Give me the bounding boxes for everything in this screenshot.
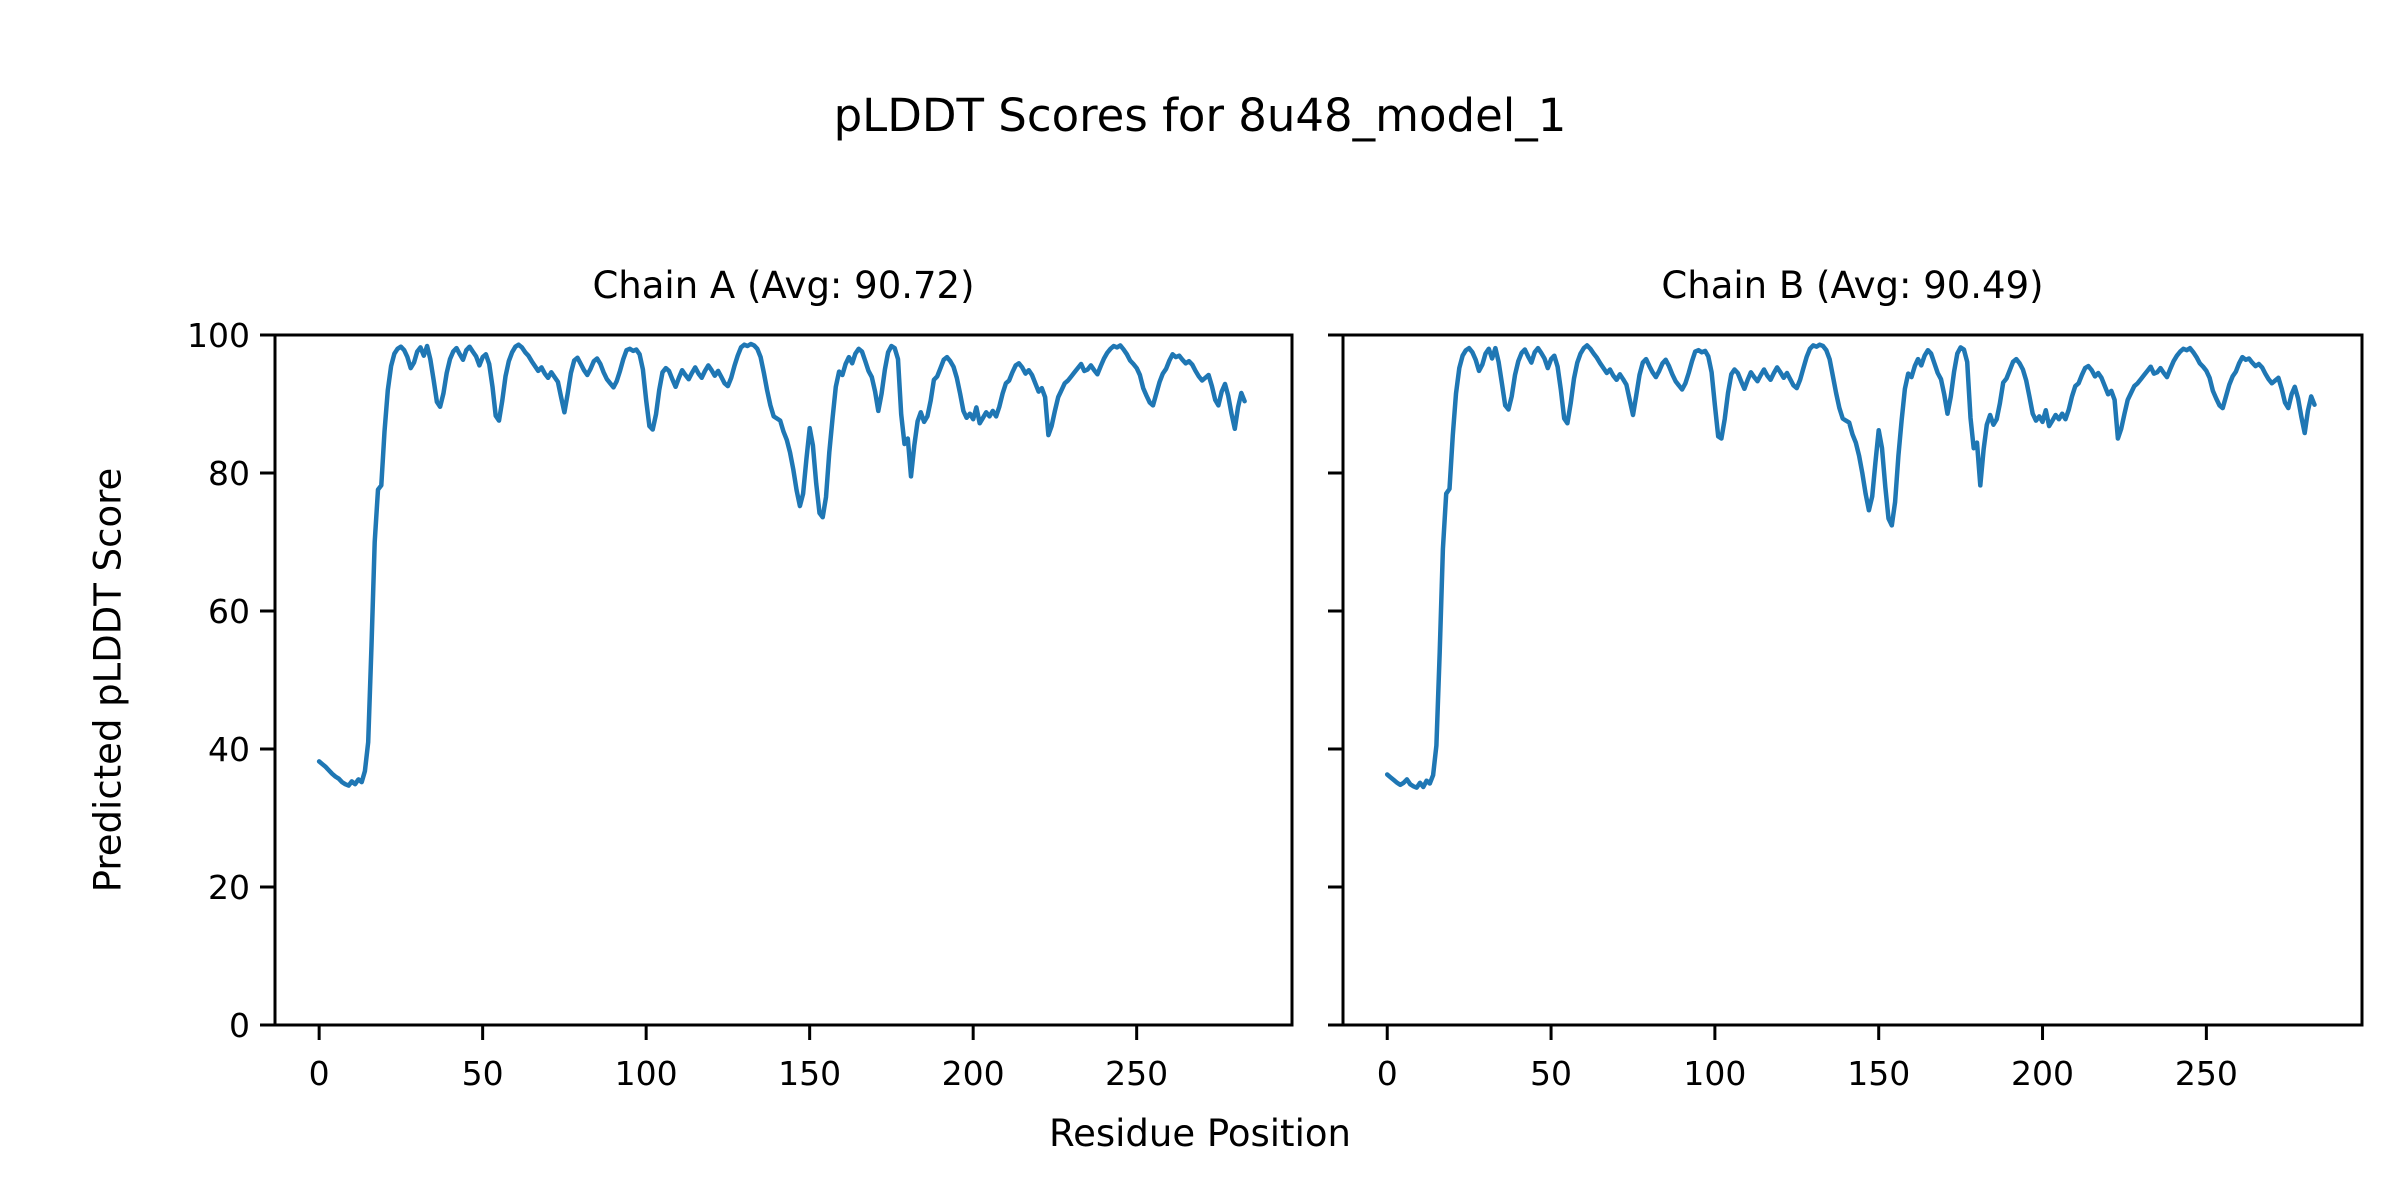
y-tick-label: 20 bbox=[208, 868, 250, 907]
x-tick-label: 0 bbox=[1377, 1054, 1398, 1093]
x-tick-label: 250 bbox=[2175, 1054, 2238, 1093]
axes-frame bbox=[1341, 333, 2364, 1027]
x-tick-label: 150 bbox=[1847, 1054, 1910, 1093]
y-tick-label: 100 bbox=[187, 316, 250, 355]
x-tick-label: 200 bbox=[2011, 1054, 2074, 1093]
y-tick-label: 80 bbox=[208, 454, 250, 493]
chain-a-subplot-title: Chain A (Avg: 90.72) bbox=[592, 264, 975, 307]
x-tick-label: 100 bbox=[1683, 1054, 1746, 1093]
x-tick-label: 100 bbox=[615, 1054, 678, 1093]
y-tick-label: 40 bbox=[208, 730, 250, 769]
plddt-line-chain-b bbox=[1384, 342, 2317, 790]
x-tick-label: 150 bbox=[778, 1054, 841, 1093]
y-tick-label: 60 bbox=[208, 592, 250, 631]
y-tick-label: 0 bbox=[229, 1006, 250, 1045]
x-axis-label: Residue Position bbox=[1049, 1112, 1351, 1155]
x-tick-label: 50 bbox=[1530, 1054, 1572, 1093]
x-tick-label: 200 bbox=[942, 1054, 1005, 1093]
x-tick-label: 250 bbox=[1105, 1054, 1168, 1093]
subplot-chain-b: 0 50 100 150 200 250 bbox=[1328, 333, 2364, 1093]
figure-title: pLDDT Scores for 8u48_model_1 bbox=[833, 89, 1567, 142]
x-tick-label: 0 bbox=[309, 1054, 330, 1093]
plddt-line-chain-a bbox=[316, 341, 1247, 788]
subplot-chain-a: 0 50 100 150 200 250 0 20 40 60 80 100 bbox=[187, 316, 1294, 1093]
axes-frame bbox=[273, 333, 1294, 1027]
x-tick-label: 50 bbox=[462, 1054, 504, 1093]
chain-b-subplot-title: Chain B (Avg: 90.49) bbox=[1661, 264, 2044, 307]
